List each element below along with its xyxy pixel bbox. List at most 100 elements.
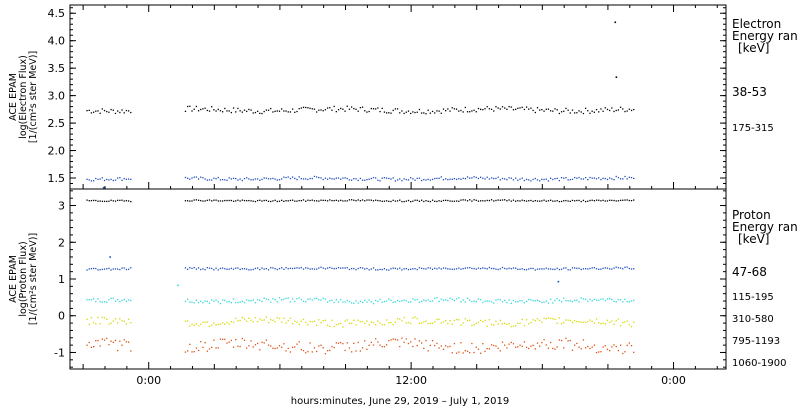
proton-data-point xyxy=(394,338,397,341)
proton-data-point xyxy=(578,346,580,348)
proton-data-point xyxy=(309,298,311,300)
proton-data-point xyxy=(259,318,261,320)
proton-data-point xyxy=(447,322,449,325)
proton-data-point xyxy=(493,267,495,270)
electron-ytick-label: 2.0 xyxy=(48,145,66,158)
proton-data-point xyxy=(569,269,571,271)
proton-data-point xyxy=(263,319,265,321)
proton-data-point xyxy=(425,320,427,322)
proton-data-point xyxy=(261,200,263,202)
proton-data-point xyxy=(377,300,379,303)
electron-data-point xyxy=(350,179,353,181)
proton-data-point xyxy=(331,319,333,321)
proton-data-point xyxy=(429,200,432,203)
proton-data-point xyxy=(554,268,556,271)
electron-data-point xyxy=(528,179,530,181)
electron-data-point xyxy=(381,177,383,179)
proton-data-point xyxy=(246,320,248,322)
proton-data-point xyxy=(357,199,359,201)
proton-data-point xyxy=(219,200,222,202)
proton-data-point xyxy=(539,319,541,322)
electron-data-point xyxy=(108,111,110,113)
proton-data-point xyxy=(305,321,307,324)
proton-data-point xyxy=(473,324,475,326)
proton-data-point xyxy=(401,320,403,322)
proton-data-point xyxy=(114,300,117,302)
proton-data-point xyxy=(617,349,620,352)
electron-data-point xyxy=(276,110,278,112)
electron-data-point xyxy=(350,106,353,108)
electron-data-point xyxy=(423,179,425,181)
proton-data-point xyxy=(475,300,477,303)
proton-data-point xyxy=(123,298,125,301)
proton-data-point xyxy=(106,337,108,340)
proton-data-point xyxy=(497,298,499,301)
proton-data-point xyxy=(226,321,228,324)
proton-data-point xyxy=(504,322,506,325)
proton-data-point xyxy=(578,267,580,270)
proton-data-point xyxy=(473,268,475,270)
proton-data-point xyxy=(554,200,556,202)
proton-data-point xyxy=(403,299,405,301)
proton-data-point xyxy=(300,320,302,322)
electron-data-point xyxy=(517,107,519,109)
proton-data-point xyxy=(254,344,257,346)
electron-data-point xyxy=(626,110,628,112)
proton-data-point xyxy=(604,200,606,202)
proton-data-point xyxy=(195,299,198,301)
electron-data-point xyxy=(248,108,250,111)
proton-data-point xyxy=(239,200,241,202)
proton-data-point xyxy=(567,319,569,321)
proton-data-point xyxy=(313,268,316,270)
electron-data-point xyxy=(112,109,114,111)
proton-data-point xyxy=(252,299,254,301)
electron-data-point xyxy=(455,178,458,181)
electron-data-point xyxy=(355,108,357,110)
proton-data-point xyxy=(388,298,390,300)
electron-data-point xyxy=(521,106,523,108)
proton-data-point xyxy=(366,199,368,201)
proton-data-point xyxy=(609,349,611,352)
proton-data-point xyxy=(130,200,132,203)
electron-data-point xyxy=(372,108,375,110)
electron-data-point xyxy=(410,177,412,179)
proton-data-point xyxy=(326,350,329,352)
electron-data-point xyxy=(530,107,532,109)
proton-data-point xyxy=(265,298,268,300)
proton-data-point xyxy=(532,344,534,347)
proton-data-point xyxy=(589,199,591,202)
proton-data-point xyxy=(480,299,482,301)
electron-data-point xyxy=(88,109,90,112)
proton-ylabel-line: ACE EPAM xyxy=(8,255,19,303)
proton-data-point xyxy=(499,199,501,201)
proton-data-point xyxy=(344,301,346,303)
proton-data-point xyxy=(195,347,198,349)
proton-data-point xyxy=(477,298,480,300)
proton-data-point xyxy=(298,341,300,343)
electron-data-point xyxy=(552,110,554,112)
proton-data-point xyxy=(490,267,493,270)
proton-data-point xyxy=(484,267,486,270)
proton-data-point xyxy=(455,298,458,300)
proton-data-point xyxy=(545,300,547,302)
proton-data-point xyxy=(252,321,254,323)
proton-data-point xyxy=(193,351,195,353)
proton-data-point xyxy=(191,351,193,353)
proton-data-point xyxy=(490,323,493,326)
proton-data-point xyxy=(541,341,543,344)
electron-data-point xyxy=(460,109,462,112)
proton-data-point xyxy=(464,199,466,201)
electron-data-point xyxy=(206,179,208,181)
proton-data-point xyxy=(86,269,88,271)
electron-data-point xyxy=(117,110,119,112)
proton-data-point xyxy=(130,350,132,352)
proton-data-point xyxy=(300,266,302,269)
proton-data-point xyxy=(543,268,545,270)
electron-data-point xyxy=(276,179,278,181)
proton-data-point xyxy=(549,268,552,270)
proton-data-point xyxy=(248,345,250,347)
electron-data-point xyxy=(403,178,405,180)
electron-data-point xyxy=(431,110,434,113)
electron-data-point xyxy=(563,110,565,112)
proton-data-point xyxy=(530,267,532,270)
